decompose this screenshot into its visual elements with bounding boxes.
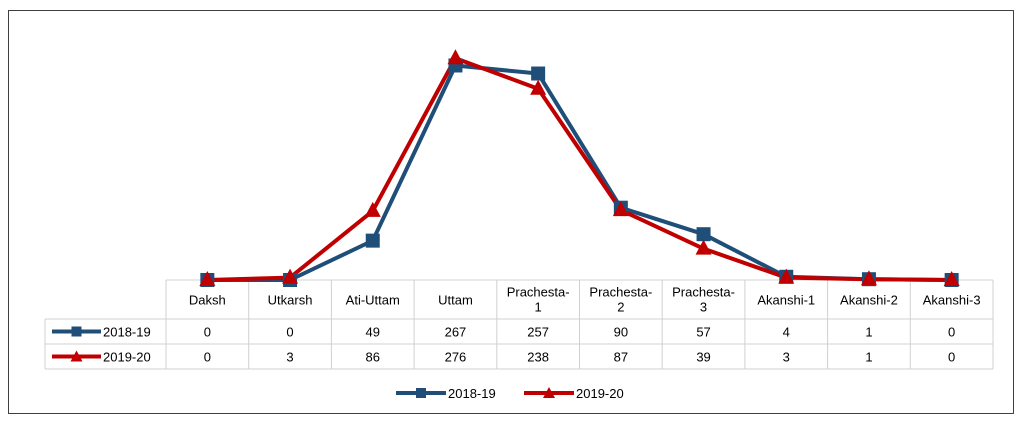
legend-label-2018-19: 2018-19 [448, 386, 496, 401]
point-2019-20-prachesta-3 [695, 239, 712, 255]
series-line-2019-20 [207, 56, 952, 282]
point-2019-20-uttam [447, 49, 464, 65]
data-label-2019-20-ati-uttam: 86 [366, 350, 380, 365]
legend-label-2019-20: 2019-20 [576, 386, 624, 401]
data-table: Daksh Utkarsh Ati-Uttam Uttam Prachesta-1 Pra… [44, 279, 994, 370]
point-2019-20-daksh [199, 271, 216, 286]
point-2019-20-akanshi-2 [860, 270, 877, 286]
category-label-prachesta-1: Prachesta-1 [507, 285, 570, 315]
legend: 2018-19 2019-20 [396, 386, 624, 401]
series-line-2018-19 [207, 63, 952, 282]
point-2018-19-ati-uttam [365, 233, 380, 248]
line-chart: Daksh Utkarsh Ati-Uttam Uttam Prachesta-1 Pra… [44, 49, 994, 401]
row-label-2019-20: 2019-20 [103, 350, 151, 365]
data-label-2019-20-akanshi-2: 1 [865, 350, 872, 365]
category-label-daksh: Daksh [189, 293, 226, 308]
series-lines [207, 56, 952, 282]
category-label-prachesta-3: Prachesta-3 [672, 285, 735, 315]
data-label-2018-19-ati-uttam: 49 [366, 325, 380, 340]
category-label-akanshi-3: Akanshi-3 [923, 293, 981, 308]
chart-frame: Daksh Utkarsh Ati-Uttam Uttam Prachesta-1 Pra… [8, 10, 1014, 414]
data-label-2018-19-prachesta-1: 257 [527, 325, 549, 340]
category-label-ati-uttam: Ati-Uttam [346, 293, 400, 308]
category-label-utkarsh: Utkarsh [268, 293, 313, 308]
data-label-2019-20-akanshi-3: 0 [948, 350, 955, 365]
category-label-akanshi-1: Akanshi-1 [757, 293, 815, 308]
category-label-prachesta-2: Prachesta-2 [589, 285, 652, 315]
row-key-2019-20 [52, 350, 101, 362]
category-label-akanshi-2: Akanshi-2 [840, 293, 898, 308]
point-2019-20-akanshi-3 [943, 271, 960, 286]
point-2019-20-prachesta-1 [530, 79, 547, 95]
data-label-2018-19-utkarsh: 0 [286, 325, 293, 340]
row-label-2018-19: 2018-19 [103, 325, 151, 340]
data-label-2018-19-prachesta-3: 57 [696, 325, 710, 340]
point-2019-20-prachesta-2 [612, 201, 629, 217]
data-label-2019-20-prachesta-2: 87 [614, 350, 628, 365]
data-label-2019-20-prachesta-3: 39 [696, 350, 710, 365]
point-2019-20-utkarsh [282, 268, 299, 284]
point-2018-19-prachesta-3 [696, 227, 711, 242]
data-label-2018-19-akanshi-2: 1 [865, 325, 872, 340]
data-label-2018-19-uttam: 267 [445, 325, 467, 340]
legend-key-2018-19 [396, 388, 446, 398]
data-label-2019-20-utkarsh: 3 [286, 350, 293, 365]
data-label-2019-20-uttam: 276 [445, 350, 467, 365]
category-label-uttam: Uttam [438, 293, 473, 308]
data-label-2019-20-akanshi-1: 3 [783, 350, 790, 365]
data-label-2018-19-akanshi-1: 4 [783, 325, 790, 340]
data-label-2018-19-prachesta-2: 90 [614, 325, 628, 340]
series-markers [199, 49, 960, 287]
data-label-2018-19-akanshi-3: 0 [948, 325, 955, 340]
data-label-2018-19-daksh: 0 [204, 325, 211, 340]
point-2018-19-prachesta-1 [531, 66, 546, 81]
data-label-2019-20-prachesta-1: 238 [527, 350, 549, 365]
legend-key-2019-20 [524, 387, 574, 398]
point-2019-20-ati-uttam [364, 201, 381, 217]
point-2019-20-akanshi-1 [778, 268, 795, 284]
row-key-2018-19 [52, 326, 101, 337]
data-label-2019-20-daksh: 0 [204, 350, 211, 365]
